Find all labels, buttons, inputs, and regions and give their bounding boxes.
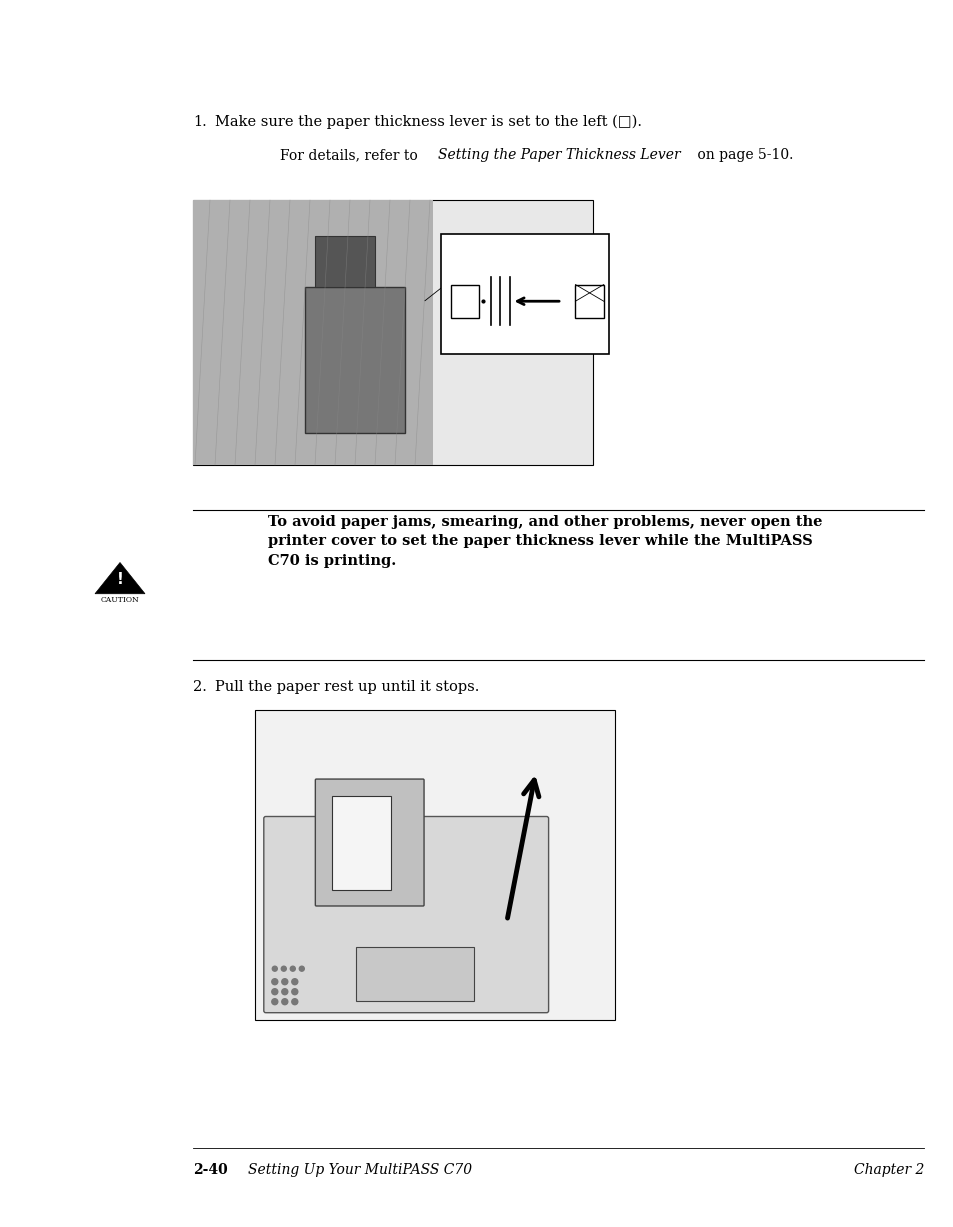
Text: C70 is printing.: C70 is printing. (268, 555, 395, 568)
Bar (254, 710, 615, 1020)
Polygon shape (95, 562, 145, 594)
Circle shape (272, 966, 277, 972)
Circle shape (281, 999, 288, 1005)
Circle shape (281, 979, 288, 985)
Circle shape (299, 966, 304, 972)
Text: printer cover to set the paper thickness lever while the MultiPASS: printer cover to set the paper thickness… (268, 535, 812, 548)
Text: Make sure the paper thickness lever is set to the left (□).: Make sure the paper thickness lever is s… (214, 115, 641, 129)
Bar (193, 200, 433, 465)
Text: !: ! (116, 573, 123, 588)
Circle shape (292, 999, 297, 1005)
FancyBboxPatch shape (440, 234, 608, 353)
Bar (355, 947, 473, 1001)
Text: To avoid paper jams, smearing, and other problems, never open the: To avoid paper jams, smearing, and other… (268, 515, 821, 529)
Text: 1.: 1. (193, 115, 207, 129)
Bar (305, 287, 405, 433)
Text: Chapter 2: Chapter 2 (853, 1163, 923, 1177)
Text: CAUTION: CAUTION (100, 596, 139, 604)
Circle shape (272, 989, 277, 995)
Text: 2-40: 2-40 (193, 1163, 228, 1177)
FancyBboxPatch shape (264, 816, 548, 1012)
Bar (314, 237, 375, 287)
Circle shape (292, 989, 297, 995)
Circle shape (290, 966, 295, 972)
Text: 2.: 2. (193, 680, 207, 694)
Text: Setting the Paper Thickness Lever: Setting the Paper Thickness Lever (437, 148, 679, 162)
Text: Pull the paper rest up until it stops.: Pull the paper rest up until it stops. (214, 680, 478, 694)
Bar (193, 200, 593, 465)
Circle shape (281, 989, 288, 995)
Text: For details, refer to: For details, refer to (280, 148, 421, 162)
Circle shape (281, 966, 286, 972)
Circle shape (292, 979, 297, 985)
Circle shape (272, 999, 277, 1005)
Circle shape (272, 979, 277, 985)
Bar (575, 285, 603, 318)
Bar (451, 285, 479, 318)
FancyBboxPatch shape (315, 779, 423, 906)
Text: Setting Up Your MultiPASS C70: Setting Up Your MultiPASS C70 (248, 1163, 472, 1177)
Bar (332, 796, 391, 890)
Text: on page 5-10.: on page 5-10. (692, 148, 793, 162)
